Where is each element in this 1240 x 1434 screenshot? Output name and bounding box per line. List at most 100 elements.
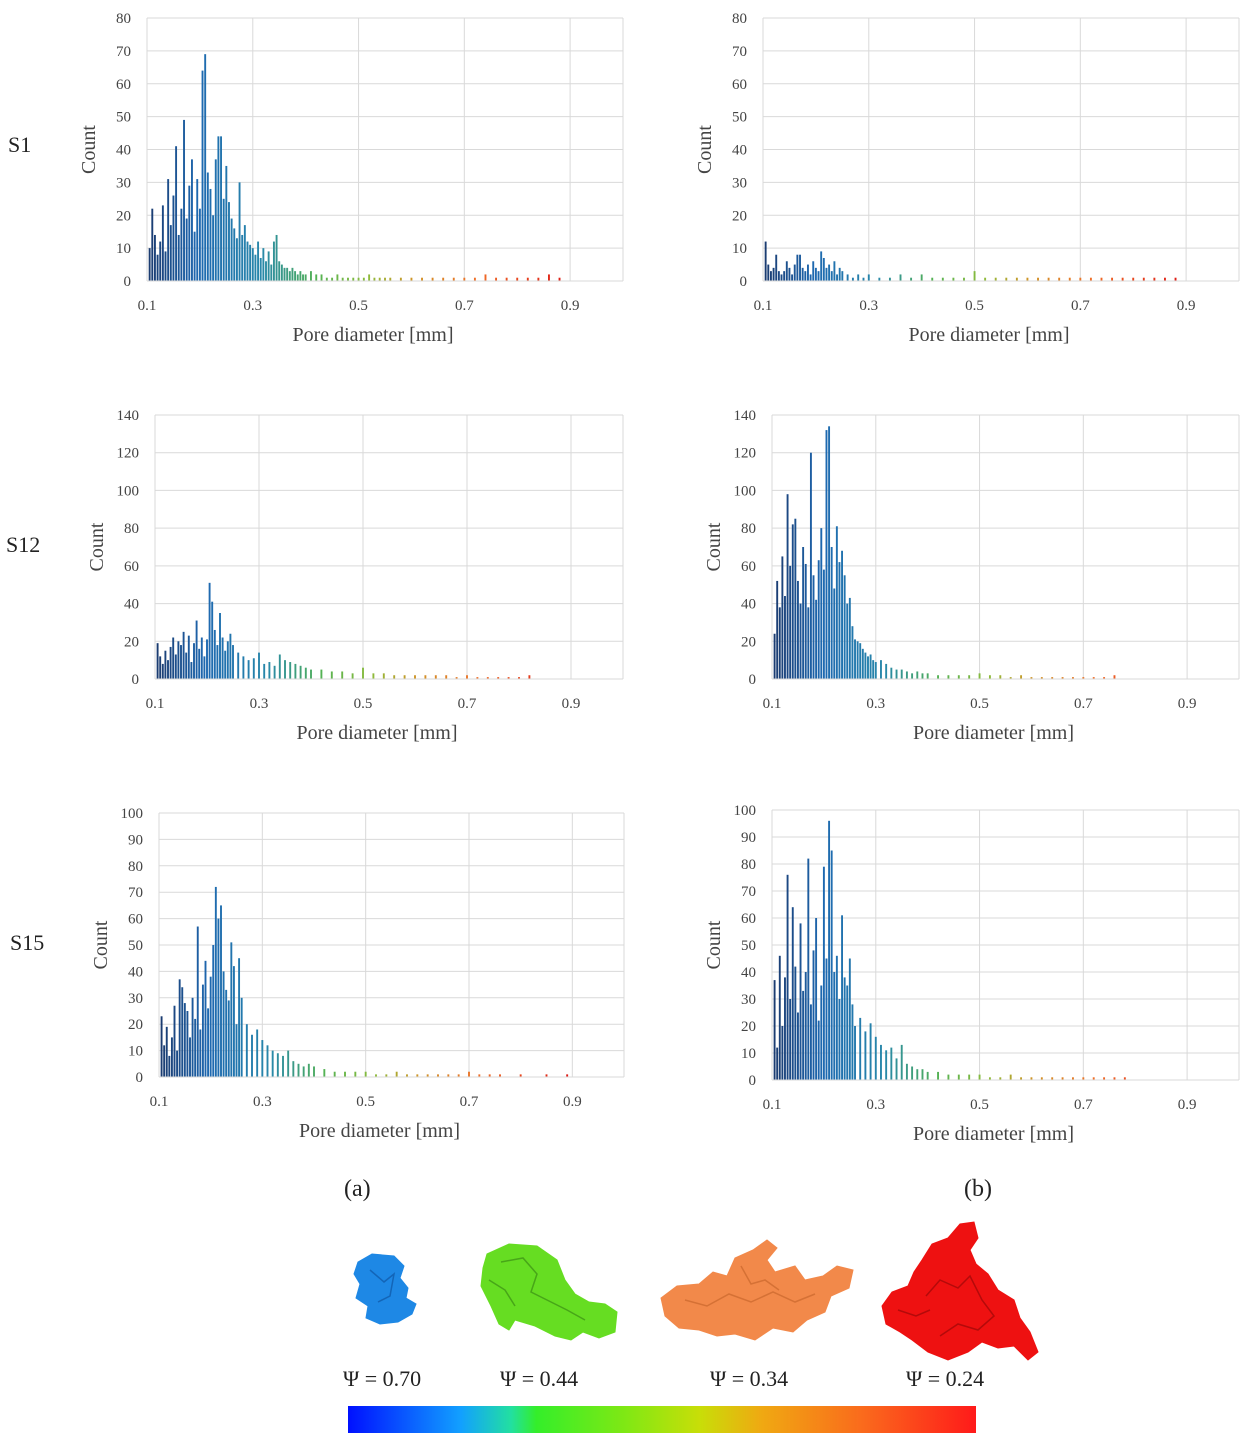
chart-5-bar [804, 972, 807, 1080]
chart-4-bar [499, 1074, 501, 1077]
chart-3-bar [1030, 677, 1033, 679]
pore-shape-elongated [480, 1243, 618, 1341]
chart-0-bar [495, 277, 498, 281]
chart-5-ytick-label: 60 [741, 911, 756, 927]
chart-3-bar [890, 667, 893, 679]
chart-5-bar [825, 958, 828, 1080]
chart-3-bar [784, 596, 786, 679]
chart-3-bar [988, 675, 991, 679]
chart-0-bar [217, 136, 220, 281]
chart-3-bar [796, 580, 799, 679]
chart-0-bar [172, 195, 175, 281]
chart-5-bar [1092, 1077, 1095, 1080]
chart-2-bar [195, 620, 198, 679]
chart-1-bar [767, 264, 770, 281]
chart-4-ylabel: Count [90, 920, 112, 969]
chart-0-bar [389, 277, 392, 281]
chart-4-bar [194, 1018, 197, 1077]
chart-4-bar [220, 905, 222, 1077]
chart-3-bar [1061, 677, 1064, 679]
chart-1-bar [846, 274, 849, 281]
chart-3-bar [802, 547, 805, 679]
row-label-s1: S1 [8, 132, 32, 157]
psi-label-070: Ψ = 0.70 [343, 1366, 422, 1391]
chart-0-bar [235, 238, 238, 281]
pore-shape-branched [881, 1221, 1039, 1361]
chart-4-bar [212, 945, 215, 1077]
chart-1-bar [775, 254, 778, 281]
chart-5-bar [799, 923, 802, 1080]
chart-5-bar [838, 999, 841, 1080]
chart-3-xtick-label: 0.1 [763, 696, 782, 712]
chart-1-bar [963, 277, 965, 281]
chart-2-bar [164, 650, 167, 679]
chart-1-bar [799, 254, 801, 281]
chart-1-bar [793, 264, 796, 281]
chart-0-bar [259, 257, 262, 281]
chart-2-bar [172, 637, 175, 679]
chart-1-bar [822, 257, 825, 281]
chart-1-bar [1026, 277, 1029, 281]
chart-1-bar [910, 277, 913, 281]
chart-5-bar [921, 1069, 924, 1080]
chart-4-bar [214, 886, 217, 1077]
chart-1-bar [867, 274, 870, 281]
chart-0-bar [167, 179, 170, 281]
chart-5-bar [890, 1047, 893, 1080]
chart-5-ytick-label: 70 [741, 884, 756, 900]
chart-2-bar [190, 662, 193, 679]
chart-3-bar [809, 452, 812, 679]
chart-0-bar [270, 264, 273, 281]
chart-5-bar [1061, 1077, 1064, 1080]
chart-5-bar [926, 1071, 929, 1080]
chart-2-xtick-label: 0.1 [146, 696, 165, 712]
chart-0-ytick-label: 40 [116, 143, 131, 159]
chart-1-bar [1142, 277, 1145, 281]
panel-label-a: (a) [344, 1176, 371, 1202]
chart-4-bar [297, 1063, 300, 1077]
chart-2-bar [284, 660, 286, 679]
chart-0-bar [246, 241, 249, 281]
chart-0-bar [286, 267, 289, 281]
chart-1-ytick-label: 40 [732, 143, 747, 159]
chart-5-group: 0 10 20 30 40 50 60 70 80 90 100 0.1 0.3 0.5 0.7 0.9 Por… [703, 803, 1240, 1145]
chart-2-bar [310, 669, 312, 679]
chart-5-bar [828, 820, 831, 1080]
chart-3-bar [856, 641, 859, 679]
chart-3-bar [817, 560, 820, 679]
chart-2-bar [263, 663, 266, 679]
chart-0-bar [548, 274, 550, 281]
chart-5-bar [1123, 1077, 1126, 1080]
chart-4-bar [354, 1071, 357, 1077]
chart-5-bar [776, 1047, 779, 1080]
chart-2-bar [273, 665, 276, 679]
chart-1-bar [1015, 277, 1018, 281]
chart-3-bar [791, 524, 794, 679]
chart-0-ytick-label: 80 [116, 11, 131, 27]
chart-0-bar [169, 225, 172, 281]
chart-3-bar [1040, 677, 1043, 679]
chart-4-bar [266, 1045, 269, 1077]
chart-1-ytick-label: 10 [732, 241, 747, 257]
chart-5-bar [1072, 1077, 1074, 1080]
chart-5-bar [846, 985, 849, 1080]
chart-0-bar [516, 277, 519, 281]
chart-2-bar [382, 673, 385, 679]
chart-3-bar [830, 547, 833, 679]
chart-4-bar [170, 1037, 173, 1077]
chart-4-bar [333, 1071, 336, 1077]
chart-1-bar [1132, 277, 1135, 281]
chart-1-bar [1100, 277, 1103, 281]
chart-1-bar [772, 267, 775, 281]
chart-3-ytick-label: 80 [741, 521, 756, 537]
chart-3-ytick-label: 120 [734, 446, 757, 462]
chart-3-bar [861, 648, 864, 679]
chart-4-bar [225, 989, 228, 1077]
chart-5-bar [835, 955, 838, 1080]
chart-2-bar [294, 663, 297, 679]
chart-3-group: 0 20 40 60 80 100 120 140 0.1 0.3 0.5 0.7 0.9 Pore di… [703, 408, 1240, 744]
chart-1-bar [841, 271, 844, 281]
chart-2-ytick-label: 140 [117, 408, 140, 424]
chart-3-bar [872, 660, 875, 679]
chart-0-bar [230, 218, 233, 281]
